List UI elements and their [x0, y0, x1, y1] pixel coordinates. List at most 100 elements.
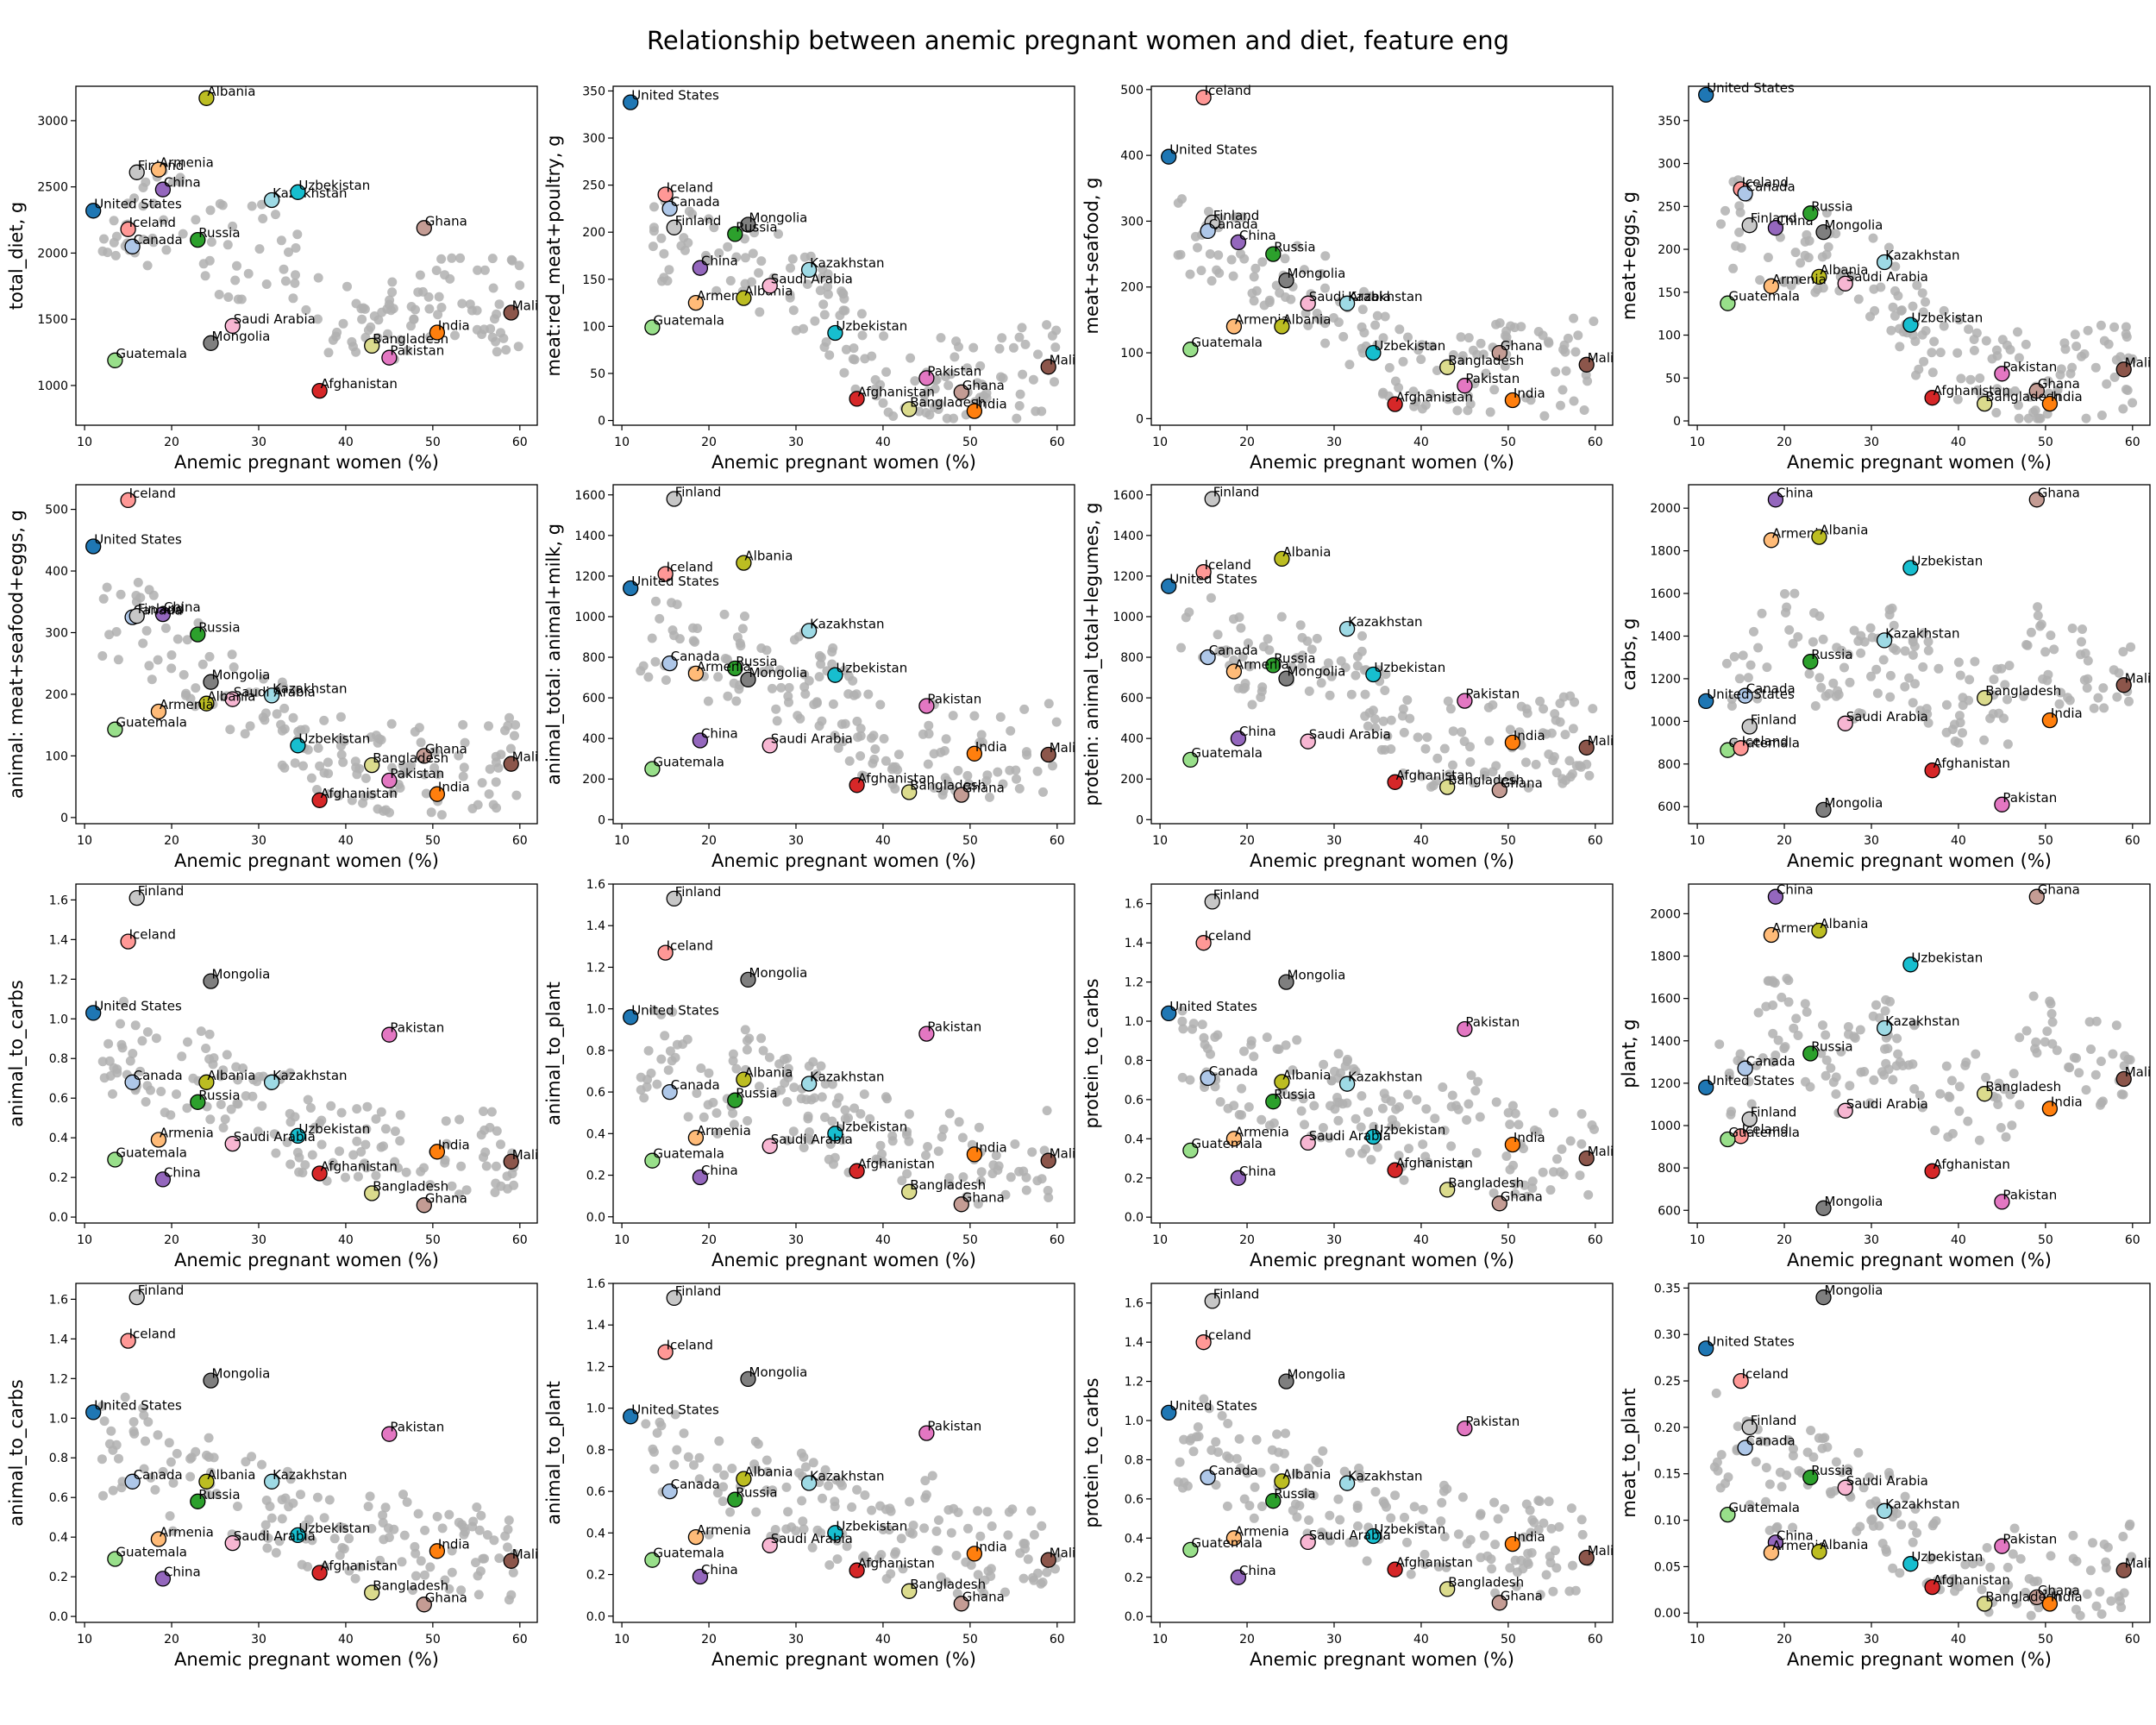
axes-frame	[1150, 85, 1614, 426]
background-point	[1384, 362, 1395, 373]
background-point	[440, 1575, 450, 1585]
background-point	[798, 1516, 808, 1527]
country-point	[1204, 491, 1220, 507]
background-point	[852, 1484, 862, 1495]
background-point	[1307, 644, 1317, 655]
y-tick-label: 300	[45, 626, 68, 640]
background-point	[976, 1176, 986, 1186]
background-point	[828, 699, 838, 709]
background-point	[923, 759, 933, 769]
background-point	[2002, 1562, 2013, 1572]
background-point	[1969, 345, 1979, 355]
country-point	[1387, 1162, 1403, 1178]
background-point	[138, 201, 148, 211]
y-tick-label: 1.4	[586, 919, 605, 933]
country-point	[1338, 1475, 1356, 1491]
background-point	[1793, 631, 1803, 642]
background-point	[1783, 997, 1794, 1007]
background-point	[2068, 1553, 2078, 1564]
background-point	[827, 659, 837, 669]
x-axis-label: Anemic pregnant women (%)	[1787, 1649, 2052, 1670]
background-point	[1422, 732, 1432, 743]
country-point	[1439, 779, 1456, 795]
background-point	[1802, 1007, 1812, 1017]
country-label: Mali	[512, 750, 538, 765]
country-point	[1204, 1293, 1220, 1309]
background-point	[1026, 1506, 1037, 1516]
background-point	[2019, 691, 2028, 701]
background-point	[1768, 1028, 1778, 1038]
background-point	[764, 664, 774, 674]
background-point	[305, 1103, 316, 1113]
background-point	[1510, 1189, 1520, 1199]
country-point	[918, 1425, 935, 1441]
background-point	[298, 761, 308, 771]
country-label: Canada	[1209, 216, 1258, 232]
background-point	[1466, 1070, 1476, 1081]
country-label: Canada	[1209, 643, 1258, 658]
background-point	[649, 226, 659, 236]
country-label: Albania	[1820, 1537, 1868, 1552]
x-tick-label: 30	[1326, 834, 1342, 848]
country-label: Canada	[671, 194, 720, 210]
country-label: Kazakhstan	[810, 1070, 884, 1085]
background-point	[265, 1502, 275, 1511]
country-point	[503, 1153, 519, 1170]
background-point	[1751, 1457, 1761, 1467]
background-point	[683, 1452, 693, 1462]
background-point	[1264, 645, 1275, 656]
country-label: Russia	[1811, 647, 1852, 662]
background-point	[1342, 1057, 1352, 1066]
country-label: Guatemala	[1191, 745, 1263, 761]
country-label: Afghanistan	[321, 1559, 398, 1574]
background-point	[882, 1094, 893, 1104]
country-label: Iceland	[667, 180, 713, 196]
country-point	[1902, 317, 1919, 333]
background-point	[2126, 642, 2136, 652]
x-tick-label: 30	[251, 436, 266, 449]
background-point	[1996, 663, 2007, 674]
background-point	[1249, 1513, 1259, 1523]
y-tick-label: 1000	[1112, 611, 1144, 624]
background-point	[1249, 296, 1259, 306]
background-point	[902, 1169, 912, 1179]
background-point	[383, 329, 392, 339]
background-point	[993, 767, 1003, 777]
background-point	[324, 788, 335, 799]
country-point	[1040, 1152, 1056, 1169]
background-point	[1042, 1106, 1052, 1116]
x-tick-label: 20	[164, 1233, 179, 1247]
background-point	[709, 223, 719, 233]
background-point	[672, 1445, 682, 1455]
country-label: Saudi Arabia	[1846, 709, 1928, 724]
background-point	[1206, 1049, 1215, 1059]
x-tick-label: 10	[77, 1633, 92, 1647]
background-point	[1836, 645, 1846, 656]
country-point	[740, 1371, 756, 1388]
background-point	[827, 1116, 837, 1126]
background-point	[197, 659, 208, 669]
background-point	[1833, 686, 1843, 696]
background-point	[1808, 637, 1818, 647]
background-point	[1224, 1453, 1234, 1464]
background-point	[1335, 1515, 1345, 1525]
background-point	[350, 1573, 360, 1584]
background-point	[2075, 1610, 2085, 1621]
background-point	[1364, 708, 1375, 718]
background-point	[1321, 1531, 1332, 1541]
background-point	[2124, 696, 2134, 706]
background-point	[1762, 662, 1772, 673]
background-point	[1821, 208, 1832, 218]
background-point	[2015, 1100, 2025, 1110]
y-axis-label: animal_total: animal+milk, g	[543, 524, 565, 785]
background-point	[1240, 679, 1250, 688]
country-point	[1876, 632, 1893, 649]
background-point	[1888, 1563, 1898, 1573]
background-point	[387, 287, 398, 298]
background-point	[432, 1511, 442, 1521]
country-point	[150, 161, 167, 178]
background-point	[1738, 650, 1748, 661]
country-point	[953, 787, 969, 803]
background-point	[841, 344, 851, 354]
